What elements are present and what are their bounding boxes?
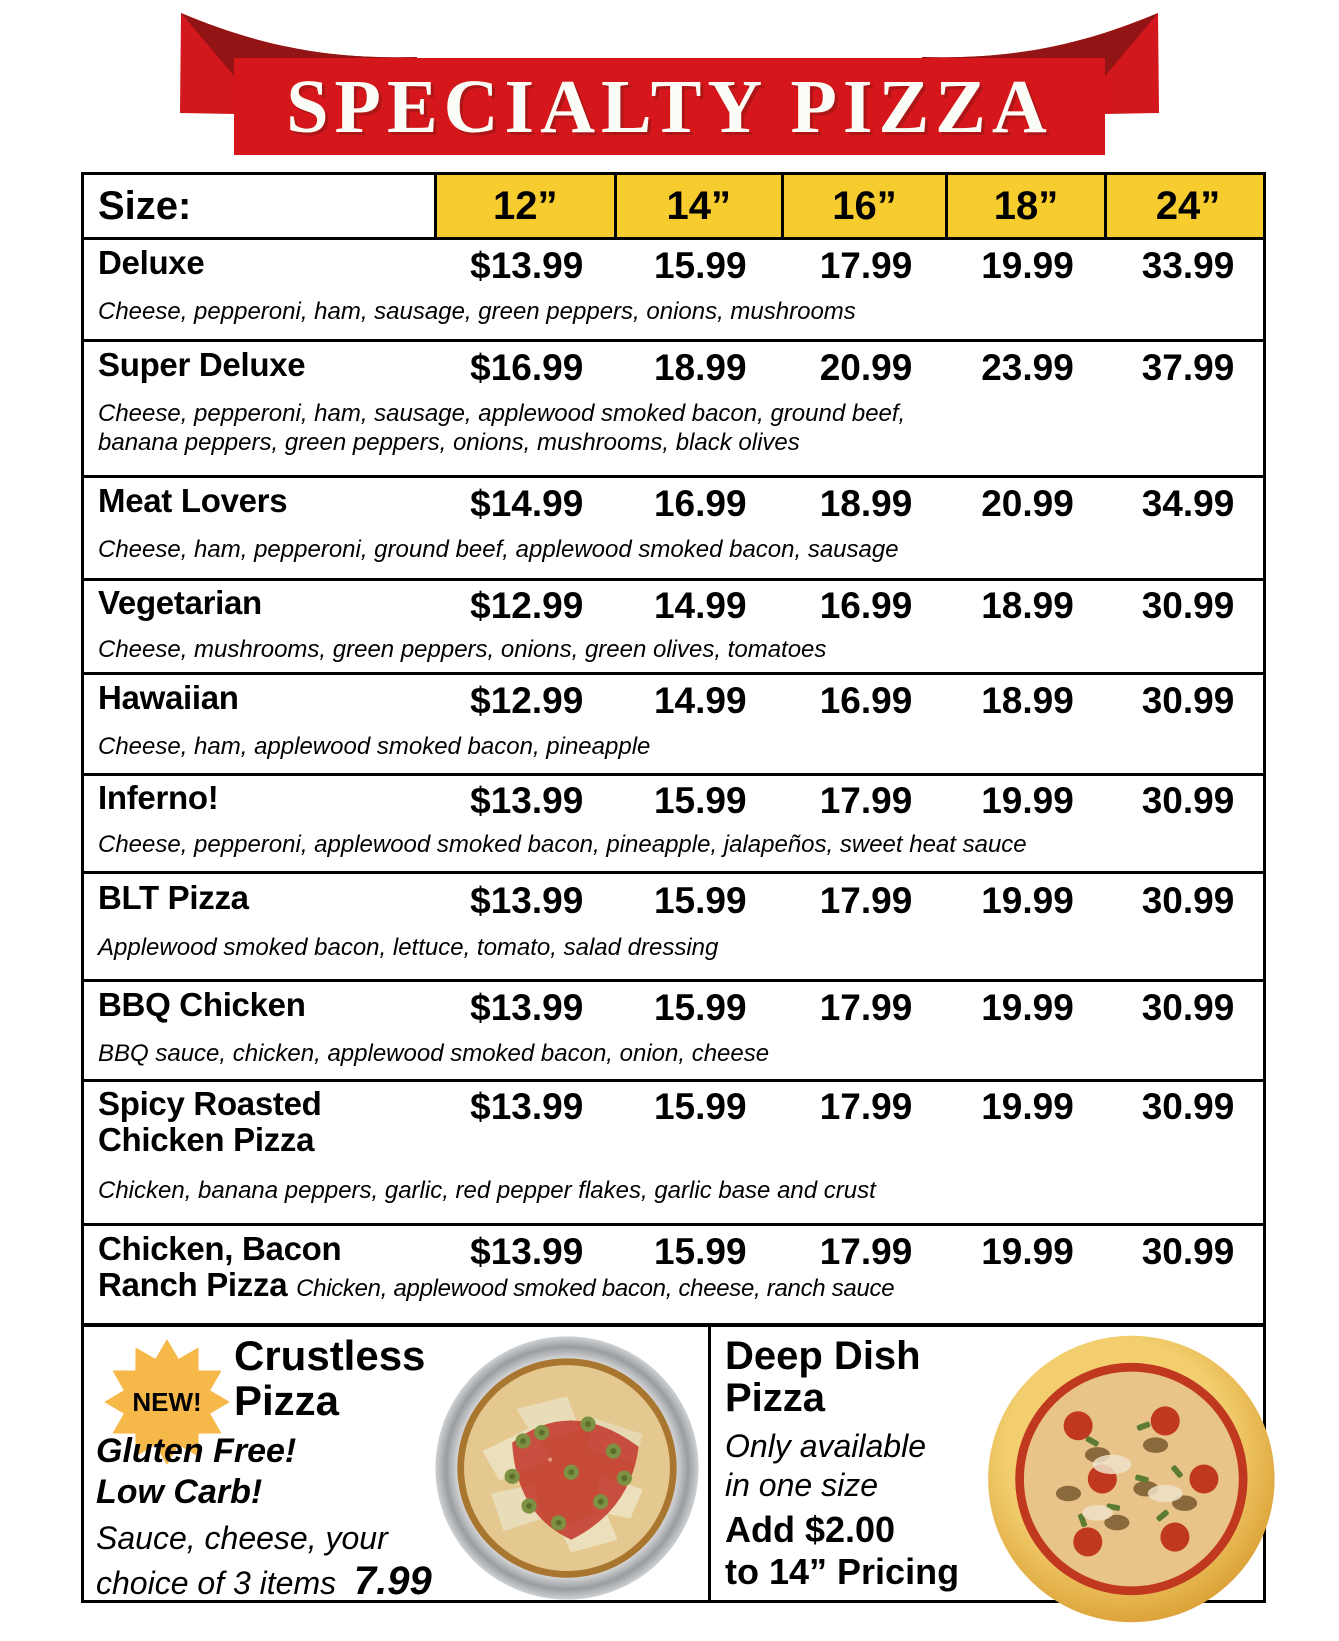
svg-text:NEW!: NEW! <box>132 1387 201 1417</box>
svg-text:SPECIALTY PIZZA: SPECIALTY PIZZA <box>286 65 1052 149</box>
